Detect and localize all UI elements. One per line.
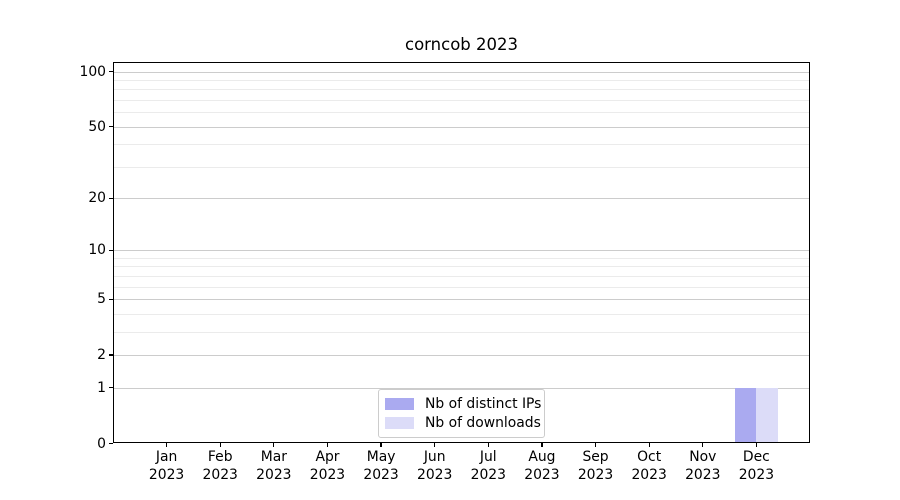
x-axis-tick-label-jul: Jul 2023: [470, 449, 506, 483]
legend-swatch-distinct-ips: [385, 397, 414, 410]
gridline-minor-8: [114, 266, 809, 268]
x-tick-apr: [326, 443, 329, 447]
y-tick-0: [109, 443, 113, 445]
legend-swatch-downloads: [385, 417, 414, 430]
gridline-major-5: [114, 299, 809, 301]
x-axis-tick-label-jun: Jun 2023: [417, 449, 453, 483]
y-tick-1: [109, 387, 113, 389]
x-axis-tick-label-feb: Feb 2023: [202, 449, 238, 483]
x-tick-may: [380, 443, 382, 447]
legend: Nb of distinct IPs Nb of downloads: [378, 389, 545, 438]
y-tick-20: [109, 197, 113, 199]
gridline-major-2: [114, 354, 809, 356]
gridline-minor-6: [114, 286, 809, 288]
y-axis-tick-label-100: 100: [79, 63, 106, 80]
plot-frame: [113, 62, 810, 443]
gridline-minor-3: [114, 331, 809, 333]
y-tick-100: [109, 71, 113, 73]
y-tick-5: [109, 298, 113, 300]
y-tick-2: [109, 354, 113, 356]
chart-title: corncob 2023: [405, 35, 518, 54]
x-tick-mar: [273, 443, 275, 447]
y-axis-tick-label-5: 5: [97, 291, 106, 308]
x-axis-tick-label-nov: Nov 2023: [685, 449, 721, 483]
gridline-minor-9: [114, 258, 809, 259]
x-tick-sep: [594, 443, 597, 447]
gridline-major-20: [114, 198, 809, 200]
x-tick-jan: [166, 443, 168, 447]
x-tick-aug: [541, 443, 543, 447]
gridline-major-100: [114, 71, 809, 73]
y-tick-10: [109, 249, 113, 251]
x-tick-jun: [434, 443, 436, 447]
x-tick-nov: [702, 443, 704, 447]
bar-downloads-dec: [756, 387, 778, 444]
x-axis-tick-label-sep: Sep 2023: [577, 449, 614, 483]
gridline-major-50: [114, 126, 809, 128]
x-tick-feb: [219, 443, 221, 447]
y-axis-tick-label-0: 0: [97, 435, 106, 452]
gridline-minor-4: [114, 313, 809, 315]
y-axis-tick-label-2: 2: [97, 346, 106, 363]
legend-label-distinct-ips: Nb of distinct IPs: [425, 395, 542, 412]
y-axis-tick-label-1: 1: [97, 379, 106, 396]
x-axis-tick-label-dec: Dec 2023: [738, 449, 775, 483]
y-tick-50: [109, 126, 113, 128]
gridline-minor-70: [114, 100, 809, 102]
gridline-major-10: [114, 250, 809, 252]
gridline-minor-40: [114, 144, 809, 146]
y-axis-tick-label-50: 50: [88, 118, 106, 135]
legend-label-downloads: Nb of downloads: [425, 415, 541, 432]
gridline-minor-30: [114, 166, 809, 168]
legend-item-downloads: Nb of downloads: [385, 415, 541, 432]
gridline-minor-7: [114, 275, 809, 277]
y-axis-tick-label-10: 10: [88, 242, 106, 259]
x-axis-tick-label-may: May 2023: [363, 449, 399, 483]
x-tick-dec: [755, 443, 757, 447]
x-tick-oct: [648, 443, 650, 447]
x-axis-tick-label-apr: Apr 2023: [309, 449, 346, 483]
bar-distinct-ips-dec: [734, 387, 757, 444]
legend-item-distinct-ips: Nb of distinct IPs: [385, 395, 542, 412]
gridline-minor-80: [114, 89, 809, 91]
gridline-minor-60: [114, 112, 809, 114]
x-axis-tick-label-oct: Oct 2023: [631, 449, 667, 483]
gridline-major-1: [114, 387, 809, 389]
y-axis-tick-label-20: 20: [88, 190, 106, 207]
gridline-minor-90: [114, 80, 809, 82]
x-tick-jul: [487, 443, 489, 447]
x-axis-tick-label-aug: Aug 2023: [524, 449, 560, 483]
x-axis-tick-label-mar: Mar 2023: [256, 449, 292, 483]
x-axis-tick-label-jan: Jan 2023: [148, 449, 185, 483]
